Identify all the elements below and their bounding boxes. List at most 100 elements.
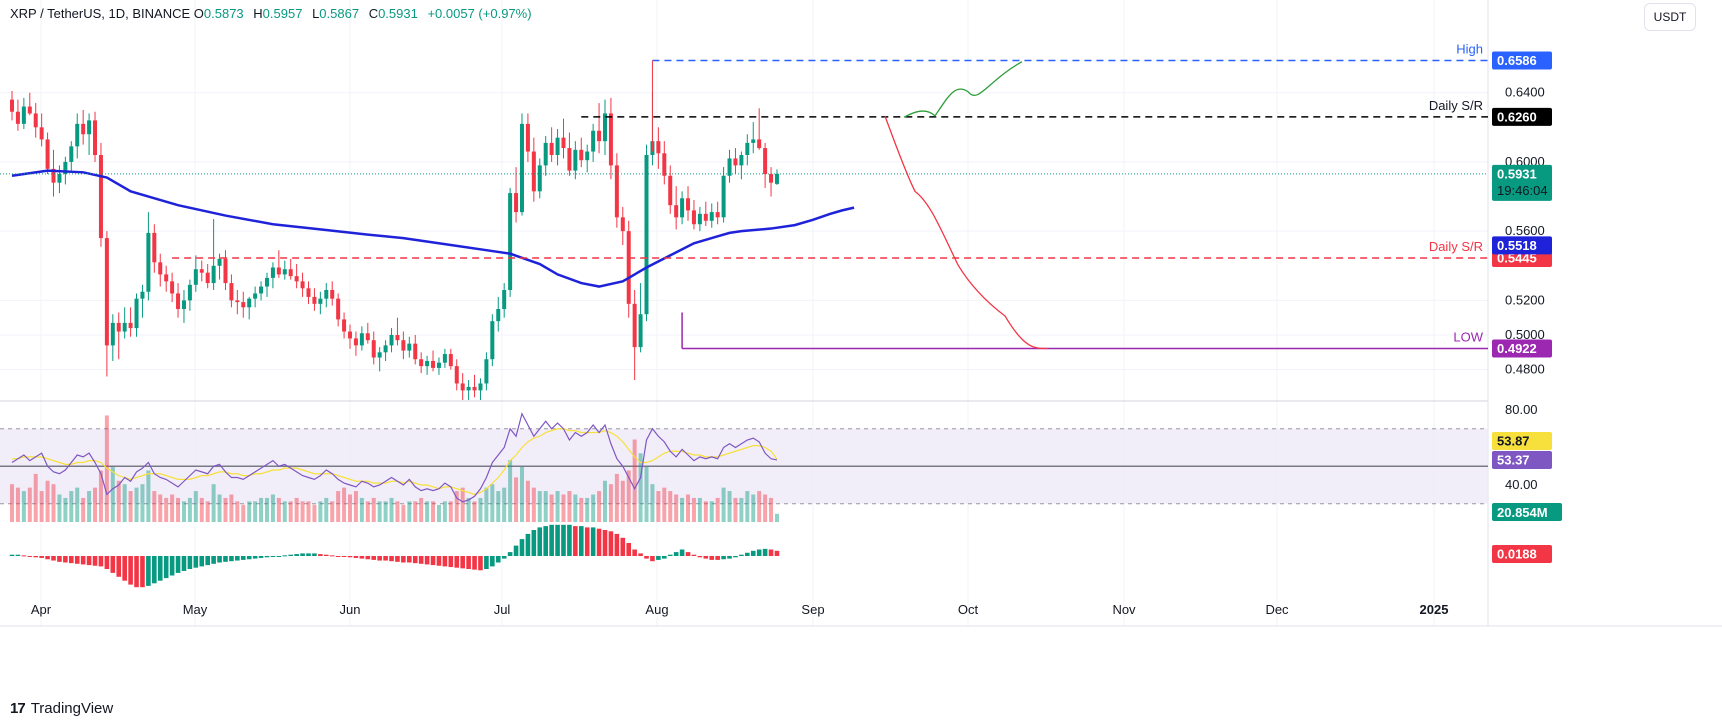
macd-bar <box>211 556 216 564</box>
macd-bar <box>365 556 371 560</box>
candle-body <box>146 232 151 292</box>
macd-bar <box>252 556 258 559</box>
candle-body <box>460 383 465 391</box>
volume-bar <box>727 491 732 522</box>
macd-bar <box>235 556 240 561</box>
candle-body <box>235 300 240 303</box>
candle-body <box>348 331 353 339</box>
time-tick-label: Jun <box>340 602 361 617</box>
candle-body <box>294 276 299 282</box>
brand-footer[interactable]: 17 TradingView <box>10 700 113 717</box>
candle-body <box>490 321 495 360</box>
macd-bar <box>401 556 406 563</box>
level-tag: 0.6260 <box>1497 109 1537 124</box>
candle-body <box>158 262 163 275</box>
macd-bar <box>442 556 448 567</box>
volume-bar <box>395 501 400 522</box>
price-tick-label: 0.6400 <box>1505 85 1545 100</box>
candle-body <box>104 238 109 346</box>
macd-bar <box>703 556 709 559</box>
macd-bar <box>436 556 442 566</box>
volume-bar <box>436 504 441 522</box>
macd-bar <box>774 550 780 556</box>
volume-bar <box>21 491 26 522</box>
macd-bar <box>608 531 614 556</box>
macd-bar <box>371 556 377 560</box>
candle-body <box>472 386 477 391</box>
candle-body <box>81 123 86 135</box>
rsi-pane <box>0 412 1488 522</box>
macd-pane <box>9 524 780 588</box>
macd-bar <box>667 554 673 556</box>
ma-tag-bg <box>1492 236 1552 255</box>
candle-body <box>365 333 370 341</box>
candle-body <box>330 290 335 299</box>
candle-body <box>739 155 744 166</box>
low-label: L <box>312 6 320 21</box>
candle-body <box>709 212 714 221</box>
candle-body <box>442 354 447 363</box>
candle-body <box>176 293 181 310</box>
volume-bar <box>431 501 436 522</box>
candle-body <box>543 142 548 166</box>
candle-body <box>300 281 305 289</box>
volume-bar <box>63 497 68 522</box>
candle-body <box>691 210 696 225</box>
macd-bar <box>341 556 347 557</box>
macd-bar <box>329 555 335 557</box>
macd-bar <box>395 556 400 562</box>
volume-bar <box>122 484 127 522</box>
price-axis: 0.64000.60000.56000.52000.50000.48000.65… <box>1492 51 1562 563</box>
volume-bar <box>543 491 548 522</box>
macd-bar <box>276 556 282 557</box>
volume-bar <box>674 494 679 522</box>
bearish-projection-path <box>884 116 1049 350</box>
macd-bar <box>620 537 626 556</box>
volume-bar <box>448 501 453 522</box>
candle-body <box>69 146 74 162</box>
macd-bar <box>561 524 566 556</box>
candle-body <box>454 366 459 384</box>
macd-bar <box>750 550 756 556</box>
macd-bar <box>573 526 578 556</box>
candle-body <box>122 322 127 332</box>
volume-bar <box>608 484 613 522</box>
volume-bar <box>650 484 655 522</box>
volume-bar <box>745 491 750 522</box>
macd-bar <box>258 556 264 558</box>
candle-body <box>680 198 685 218</box>
candle-body <box>51 168 56 183</box>
macd-bar <box>15 554 21 556</box>
macd-bar <box>39 556 44 558</box>
change-value: +0.0057 (+0.97%) <box>427 6 532 21</box>
candle-body <box>531 151 536 192</box>
volume-bar <box>359 497 364 522</box>
macd-bar <box>412 556 418 564</box>
volume-bar <box>199 497 204 522</box>
volume-bar <box>597 491 602 522</box>
macd-bar <box>656 556 661 560</box>
level-tag-bg <box>1492 51 1552 70</box>
volume-bar <box>110 467 115 522</box>
candle-body <box>152 232 157 263</box>
volume-bar <box>348 494 353 522</box>
candle-body <box>597 130 602 142</box>
candle-body <box>134 298 139 329</box>
macd-bar <box>709 556 715 560</box>
volume-bar <box>170 494 175 522</box>
candle-body <box>662 153 667 176</box>
volume-bar <box>662 487 667 522</box>
volume-bar <box>691 497 696 522</box>
candle-body <box>549 142 554 155</box>
volume-bar <box>27 487 32 522</box>
candle-body <box>87 120 92 135</box>
macd-bar <box>69 556 74 564</box>
volume-bar <box>733 497 738 522</box>
macd-bar <box>614 533 620 556</box>
candle-body <box>342 319 347 332</box>
currency-button[interactable]: USDT <box>1644 3 1696 31</box>
candle-body <box>98 155 103 239</box>
time-tick-label: 2025 <box>1420 602 1449 617</box>
candle-body <box>436 362 441 368</box>
